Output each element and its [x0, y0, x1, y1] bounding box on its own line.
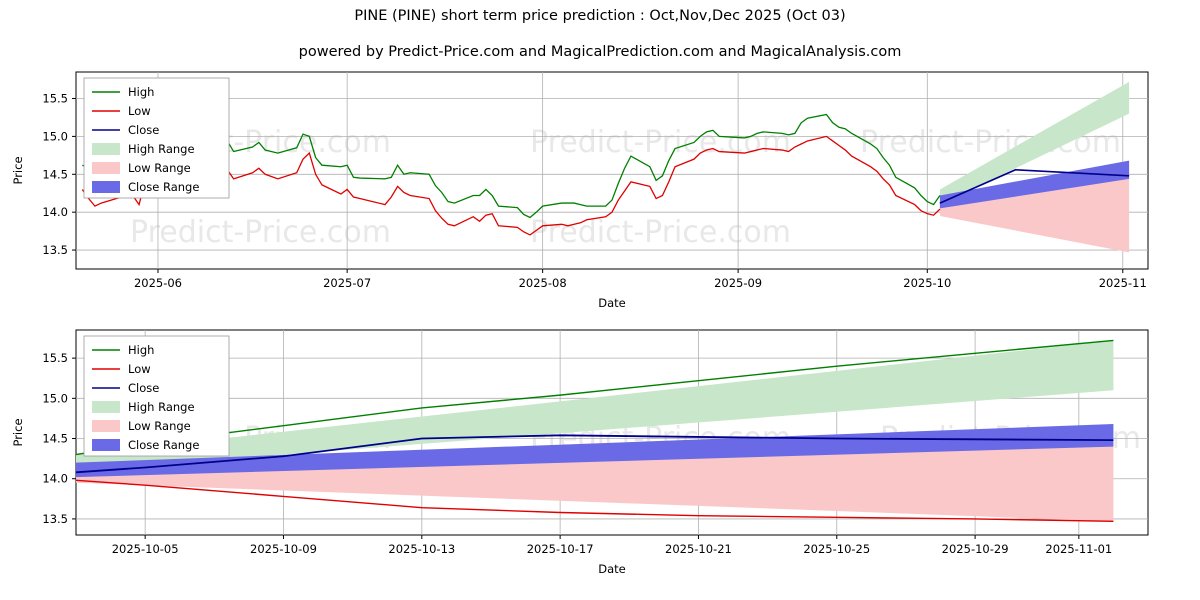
- svg-text:2025-08: 2025-08: [519, 276, 567, 290]
- svg-text:2025-10-25: 2025-10-25: [803, 542, 870, 556]
- svg-text:2025-07: 2025-07: [323, 276, 371, 290]
- svg-text:14.5: 14.5: [42, 167, 68, 181]
- legend-label: Low: [128, 362, 151, 376]
- legend-label: High Range: [128, 400, 195, 414]
- svg-text:Date: Date: [598, 562, 626, 576]
- chart-title: PINE (PINE) short term price prediction …: [354, 8, 846, 24]
- close-range-band: [76, 424, 1114, 478]
- svg-text:2025-10: 2025-10: [903, 276, 951, 290]
- svg-text:15.5: 15.5: [42, 92, 68, 106]
- svg-text:2025-10-13: 2025-10-13: [388, 542, 455, 556]
- legend-label: Close Range: [128, 180, 199, 194]
- svg-text:Date: Date: [598, 296, 626, 310]
- high-range-band: [76, 340, 1114, 471]
- svg-text:15.0: 15.0: [42, 391, 68, 405]
- svg-text:14.5: 14.5: [42, 432, 68, 446]
- legend-label: High: [128, 85, 154, 99]
- top-axis-labels: 13.5 14.0 14.5 15.0 15.5 2025-06 2025-07 2025-0…: [11, 92, 1147, 310]
- series-close-forecast: [939, 168, 1130, 204]
- legend-label: Low: [128, 104, 151, 118]
- bottom-chart-panel: Predict-Price.comPredict-Price.comPredic…: [0, 320, 1200, 600]
- legend-swatch-low-range: [92, 162, 120, 174]
- svg-text:Price: Price: [11, 418, 25, 446]
- svg-text:15.5: 15.5: [42, 351, 68, 365]
- svg-text:2025-11-01: 2025-11-01: [1045, 542, 1112, 556]
- top-chart-svg: Predict-Price.com Predict-Price.com Predic…: [11, 71, 1149, 310]
- svg-text:13.5: 13.5: [42, 512, 68, 526]
- bottom-chart-svg: Predict-Price.comPredict-Price.comPredic…: [11, 329, 1149, 576]
- legend-swatch-close-range: [92, 181, 120, 193]
- svg-text:Price: Price: [11, 156, 25, 184]
- svg-text:14.0: 14.0: [42, 205, 68, 219]
- legend-swatch-close-range: [92, 439, 120, 451]
- svg-text:Predict-Price.com: Predict-Price.com: [530, 125, 791, 160]
- legend-label: Close Range: [128, 438, 199, 452]
- low-range-band: [939, 175, 1130, 253]
- chart-subtitle: powered by Predict-Price.com and Magical…: [298, 44, 902, 60]
- svg-text:13.5: 13.5: [42, 243, 68, 257]
- svg-text:15.0: 15.0: [42, 129, 68, 143]
- high-range-band: [939, 81, 1130, 205]
- svg-text:2025-09: 2025-09: [714, 276, 762, 290]
- svg-text:2025-06: 2025-06: [134, 276, 182, 290]
- svg-text:2025-10-29: 2025-10-29: [942, 542, 1009, 556]
- legend-label: High Range: [128, 142, 195, 156]
- svg-text:Predict-Price.com: Predict-Price.com: [530, 215, 791, 250]
- legend-label: Close: [128, 381, 159, 395]
- legend-label: Low Range: [128, 419, 191, 433]
- top-chart-panel: Predict-Price.com Predict-Price.com Predic…: [0, 64, 1200, 314]
- legend-label: Low Range: [128, 161, 191, 175]
- top-legend: High Low Close High Range Low Range Close Ran…: [83, 77, 230, 199]
- legend-swatch-high-range: [92, 401, 120, 413]
- legend-swatch-high-range: [92, 143, 120, 155]
- svg-text:2025-10-21: 2025-10-21: [665, 542, 732, 556]
- series-low: [75, 479, 1114, 523]
- svg-text:14.0: 14.0: [42, 472, 68, 486]
- legend-label: High: [128, 343, 154, 357]
- svg-text:2025-10-17: 2025-10-17: [527, 542, 594, 556]
- series-close: [75, 434, 1114, 474]
- bottom-axis-labels: 13.5 14.0 14.5 15.0 15.5 2025-10-05 2025-10-09…: [11, 351, 1112, 576]
- legend-swatch-low-range: [92, 420, 120, 432]
- bottom-legend: High Low Close High Range Low Range Close Ran…: [83, 335, 230, 457]
- svg-text:2025-10-09: 2025-10-09: [250, 542, 317, 556]
- svg-text:Predict-Price.com: Predict-Price.com: [130, 215, 391, 250]
- legend-label: Close: [128, 123, 159, 137]
- svg-text:2025-11: 2025-11: [1099, 276, 1147, 290]
- low-range-band: [76, 440, 1114, 522]
- bottom-bands: [76, 340, 1114, 522]
- svg-text:2025-10-05: 2025-10-05: [112, 542, 179, 556]
